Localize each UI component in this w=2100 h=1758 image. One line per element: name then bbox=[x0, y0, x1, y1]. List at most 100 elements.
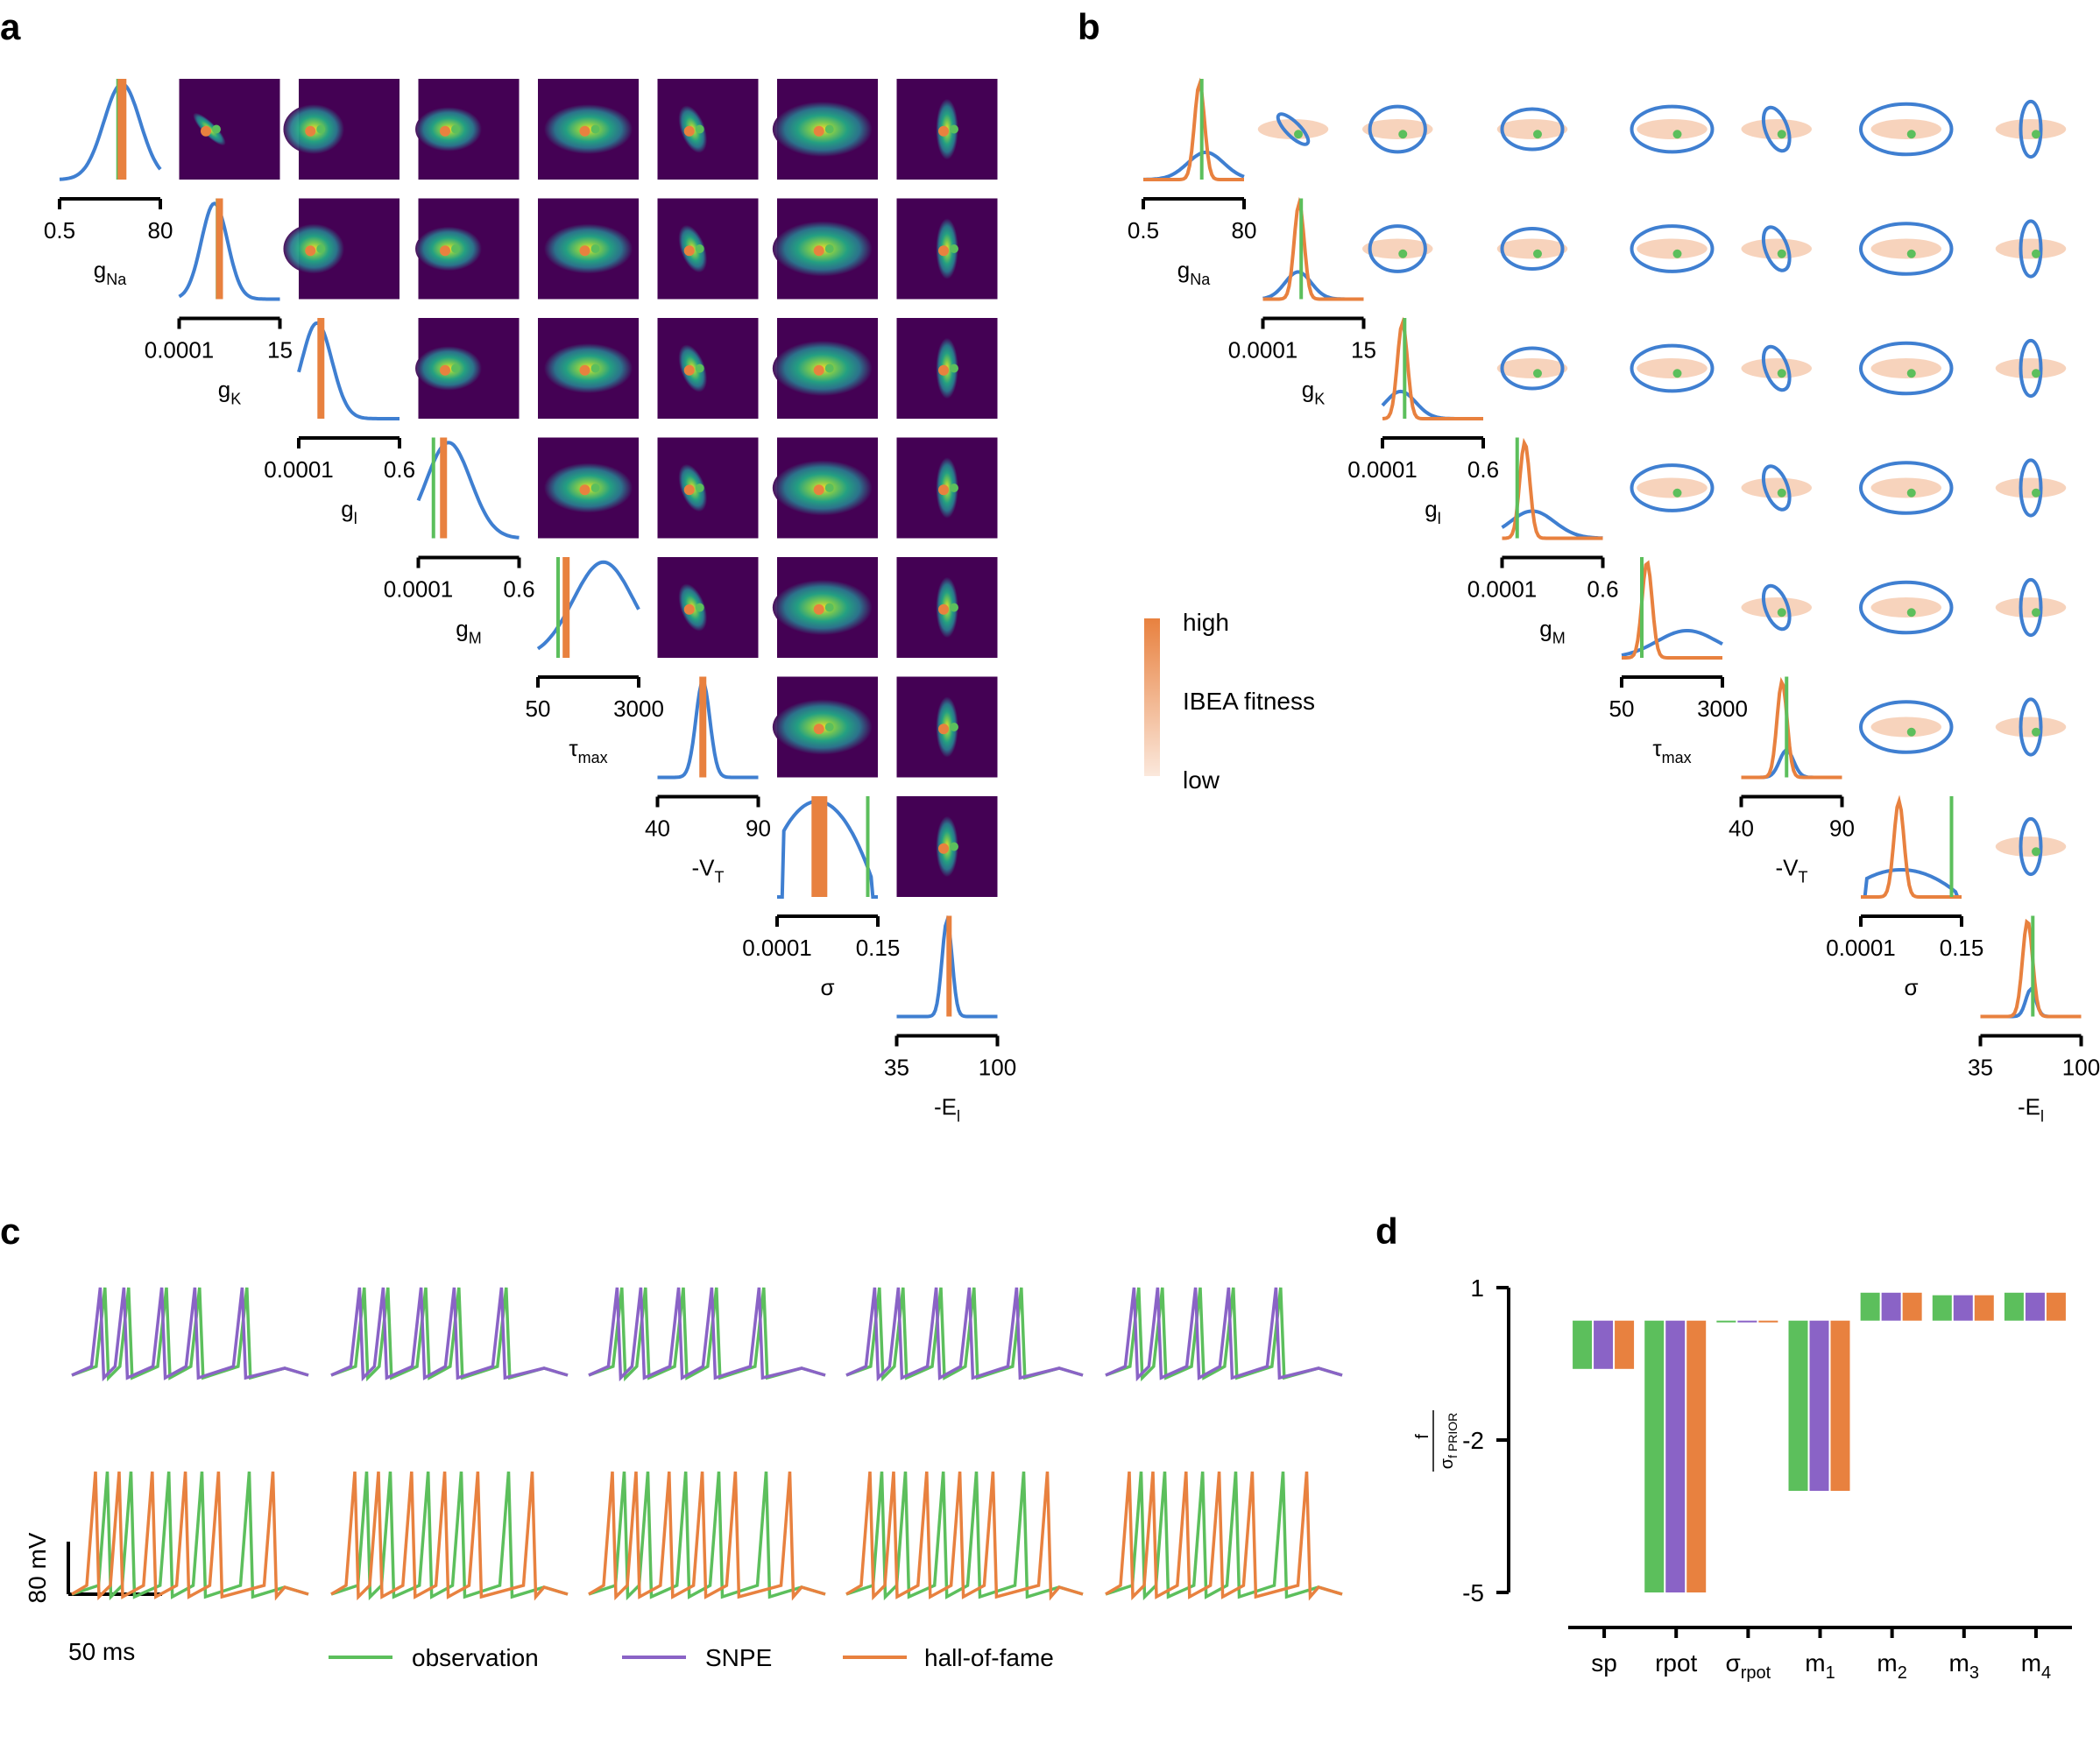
hall-of-fame-bar-5 bbox=[699, 676, 707, 778]
trace-snpe-1 bbox=[330, 1287, 569, 1382]
category-label-1: rpot bbox=[1655, 1649, 1697, 1677]
ibea-density-2-4 bbox=[1637, 358, 1708, 378]
trace-observation-top-2 bbox=[588, 1287, 826, 1382]
observation-dot-b-4-5 bbox=[1777, 608, 1786, 618]
tick-label-b-min-6: 0.0001 bbox=[1826, 935, 1896, 961]
scalebar-vertical-label: 80 mV bbox=[24, 1532, 51, 1603]
ibea-density-1-3 bbox=[1496, 238, 1568, 259]
observation-dot-b-0-3 bbox=[1533, 130, 1542, 139]
snpe-contour-2-6 bbox=[1859, 341, 1954, 396]
tick-label-max-5: 90 bbox=[746, 815, 771, 842]
bar-observation-2 bbox=[1716, 1320, 1736, 1323]
observation-dot-b-2-3 bbox=[1533, 369, 1542, 378]
hall-of-fame-dot-1-6 bbox=[813, 245, 824, 257]
observation-dot-3-7 bbox=[950, 484, 958, 492]
hall-of-fame-bar-2 bbox=[317, 318, 325, 419]
density-cell-bg-4-5 bbox=[657, 557, 759, 658]
observation-dot-1-6 bbox=[824, 244, 834, 253]
snpe-contour-1-3 bbox=[1500, 227, 1565, 271]
ibea-density-3-5 bbox=[1741, 477, 1812, 498]
hall-of-fame-dot-2-5 bbox=[683, 364, 695, 376]
observation-dot-2-3 bbox=[451, 364, 460, 373]
snpe-contour-6-7 bbox=[2019, 816, 2043, 877]
snpe-contour-4-7 bbox=[2019, 577, 2043, 638]
ibea-density-2-5 bbox=[1741, 358, 1812, 378]
snpe-contour-1-5 bbox=[1761, 225, 1792, 272]
bar-observation-5 bbox=[1932, 1295, 1952, 1321]
tick-label-max-0: 80 bbox=[148, 217, 173, 244]
tick-label-b-max-7: 100 bbox=[2062, 1055, 2100, 1081]
colorbar-gradient bbox=[1144, 618, 1160, 776]
posterior-marginal-5 bbox=[657, 678, 759, 780]
ibea-marginal-7 bbox=[1980, 918, 2082, 1019]
panel-label-c: c bbox=[0, 1211, 20, 1252]
tick-label-min-3: 0.0001 bbox=[384, 576, 454, 603]
observation-dot-1-7 bbox=[950, 244, 958, 253]
hall-of-fame-dot-2-6 bbox=[813, 364, 824, 376]
parameter-label-3: gM bbox=[456, 616, 481, 647]
trace-observation-top-0 bbox=[71, 1287, 309, 1382]
tick-label-b-max-1: 15 bbox=[1351, 337, 1376, 364]
observation-dot-b-1-4 bbox=[1672, 249, 1682, 258]
hall-of-fame-dot-1-3 bbox=[440, 245, 450, 257]
ibea-density-2-3 bbox=[1496, 358, 1568, 378]
ibea-density-5-6 bbox=[1870, 717, 1941, 738]
parameter-label-b-1: gK bbox=[1302, 377, 1325, 408]
observation-dot-0-6 bbox=[824, 124, 834, 134]
tick-label-b-min-3: 0.0001 bbox=[1467, 576, 1538, 603]
density-cell-bg-1-5 bbox=[657, 198, 759, 300]
observation-dot-b-3-5 bbox=[1777, 488, 1786, 498]
snpe-contour-0-3 bbox=[1500, 107, 1565, 152]
ibea-density-4-5 bbox=[1741, 597, 1812, 618]
scalebar-horizontal-label: 50 ms bbox=[68, 1638, 135, 1665]
ibea-density-0-2 bbox=[1362, 119, 1433, 139]
observation-dot-b-1-6 bbox=[1906, 249, 1916, 258]
bar-SNPE-4 bbox=[1881, 1292, 1901, 1321]
bar-observation-0 bbox=[1573, 1320, 1593, 1369]
ibea-marginal-0 bbox=[1143, 77, 1244, 181]
hall-of-fame-dot-0-7 bbox=[938, 125, 949, 137]
tick-label-b-max-4: 3000 bbox=[1697, 695, 1748, 722]
ibea-density-2-7 bbox=[1995, 358, 2067, 378]
y-tick-label-2: -5 bbox=[1462, 1579, 1484, 1606]
tick-label-max-6: 0.15 bbox=[856, 935, 901, 961]
trace-observation-top-3 bbox=[845, 1287, 1084, 1382]
snpe-marginal-2 bbox=[1381, 389, 1483, 420]
observation-dot-b-3-7 bbox=[2032, 488, 2040, 498]
parameter-label-6: σ bbox=[820, 974, 834, 1000]
ibea-density-4-6 bbox=[1870, 597, 1941, 618]
trace-hall-of-fame-1 bbox=[330, 1471, 569, 1601]
ibea-density-0-6 bbox=[1870, 119, 1941, 139]
tick-label-b-min-7: 35 bbox=[1968, 1055, 1993, 1081]
observation-dot-2-7 bbox=[950, 364, 958, 373]
posterior-marginal-6 bbox=[777, 799, 878, 899]
tick-label-min-7: 35 bbox=[884, 1055, 909, 1081]
density-cell-bg-3-5 bbox=[657, 437, 759, 539]
snpe-contour-2-7 bbox=[2019, 338, 2043, 399]
observation-dot-b-3-6 bbox=[1906, 488, 1916, 498]
observation-dot-2-6 bbox=[824, 364, 834, 373]
trace-hall-of-fame-2 bbox=[588, 1471, 826, 1601]
observation-dot-3-5 bbox=[695, 484, 704, 492]
bar-hall-of-fame-5 bbox=[1974, 1295, 1994, 1321]
hall-of-fame-dot-2-7 bbox=[938, 364, 949, 376]
parameter-label-b-7: -El bbox=[2018, 1094, 2044, 1126]
y-tick-label-0: 1 bbox=[1470, 1274, 1484, 1302]
snpe-marginal-6 bbox=[1861, 868, 1962, 899]
observation-dot-1-4 bbox=[590, 244, 600, 253]
observation-dot-b-0-4 bbox=[1672, 130, 1682, 139]
ibea-density-3-7 bbox=[1995, 477, 2067, 498]
y-axis-label-numerator: f bbox=[1413, 1434, 1432, 1439]
snpe-contour-4-6 bbox=[1859, 580, 1954, 635]
observation-dot-4-6 bbox=[824, 603, 834, 612]
ibea-density-0-5 bbox=[1741, 119, 1812, 139]
panel-c-voltage-traces: 80 mV 50 ms observation SNPE hall-of-fam… bbox=[24, 1287, 1343, 1671]
hall-of-fame-dot-2-4 bbox=[579, 364, 590, 376]
ibea-marginal-2 bbox=[1382, 316, 1483, 420]
observation-dot-1-3 bbox=[451, 244, 460, 253]
snpe-contour-2-4 bbox=[1630, 343, 1715, 393]
hall-of-fame-dot-0-3 bbox=[440, 125, 450, 137]
snpe-contour-3-7 bbox=[2019, 458, 2043, 518]
snpe-contour-5-7 bbox=[2019, 697, 2043, 757]
tick-label-b-min-0: 0.5 bbox=[1128, 217, 1159, 244]
